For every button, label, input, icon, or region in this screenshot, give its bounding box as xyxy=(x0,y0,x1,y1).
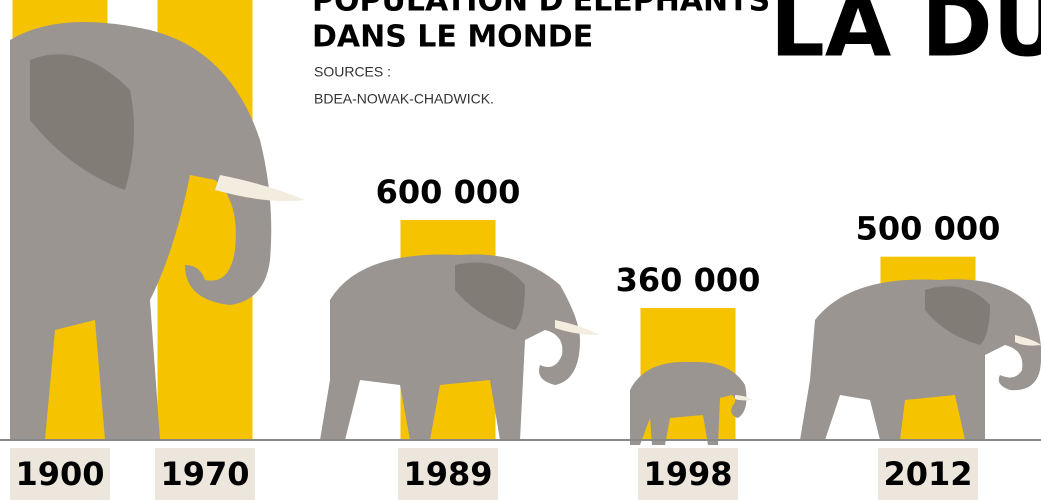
x-tick-label: 1998 xyxy=(643,455,732,493)
x-tick-label: 2012 xyxy=(883,455,972,493)
page: POPULATION D'ÉLÉPHANTS DANS LE MONDE SOU… xyxy=(0,0,1041,500)
value-label: 500 000 xyxy=(856,210,1001,248)
headline: LA DUR xyxy=(770,0,1041,76)
x-tick-label: 1970 xyxy=(160,455,249,493)
chart: POPULATION D'ÉLÉPHANTS DANS LE MONDE SOU… xyxy=(0,0,1041,500)
chart-title: POPULATION D'ÉLÉPHANTS xyxy=(312,0,770,19)
source: BDEA-NOWAK-CHADWICK. xyxy=(314,91,494,107)
source-label: SOURCES : xyxy=(314,64,391,80)
value-label: 360 000 xyxy=(616,261,761,299)
x-tick-label: 1989 xyxy=(403,455,492,493)
x-tick-label: 1900 xyxy=(15,455,104,493)
value-label: 600 000 xyxy=(376,173,521,211)
chart-subtitle: DANS LE MONDE xyxy=(312,20,593,55)
